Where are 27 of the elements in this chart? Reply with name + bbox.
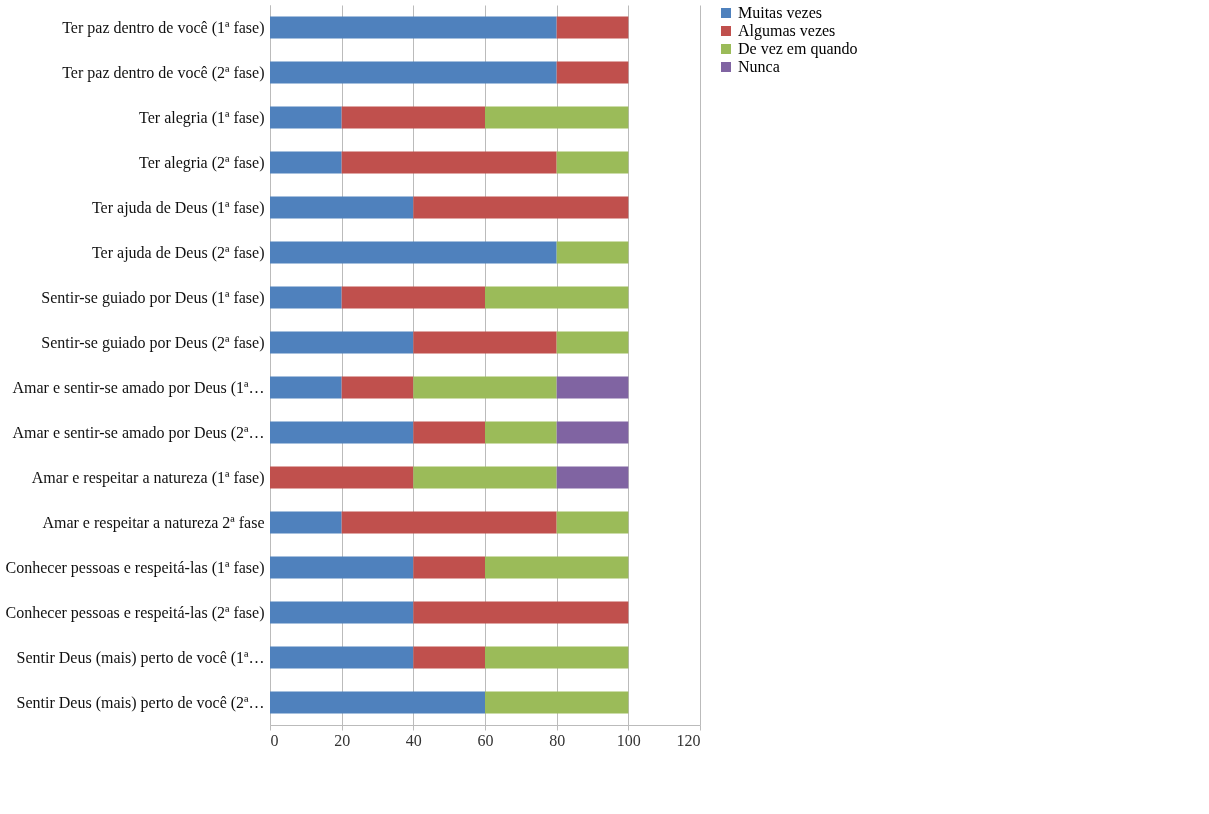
x-tick-label: 40 (405, 731, 422, 749)
y-tick-label: Ter paz dentro de você (2ª fase) (62, 63, 265, 82)
y-tick-label: Ter ajuda de Deus (1ª fase) (91, 198, 265, 217)
x-tick-label: 60 (477, 731, 494, 749)
y-tick-label: Sentir-se guiado por Deus (1ª fase) (41, 288, 265, 307)
y-tick-label: Sentir Deus (mais) perto de você (1ª… (16, 648, 265, 667)
y-tick-label: Amar e sentir-se amado por Deus (2ª… (12, 423, 265, 442)
y-tick-label: Conhecer pessoas e respeitá-las (1ª fase) (5, 558, 265, 577)
y-tick-label: Ter paz dentro de você (1ª fase) (62, 18, 265, 37)
legend-label: De vez em quando (738, 40, 858, 58)
y-tick-label: Ter ajuda de Deus (2ª fase) (91, 243, 265, 262)
y-tick-label: Sentir Deus (mais) perto de você (2ª… (16, 693, 265, 712)
y-tick-label: Sentir-se guiado por Deus (2ª fase) (41, 333, 265, 352)
y-tick-label: Ter alegria (2ª fase) (139, 153, 265, 172)
legend-label: Nunca (738, 58, 780, 75)
y-tick-label: Conhecer pessoas e respeitá-las (2ª fase) (5, 603, 265, 622)
y-tick-label: Amar e respeitar a natureza (1ª fase) (31, 468, 265, 487)
y-tick-label: Amar e respeitar a natureza 2ª fase (42, 513, 265, 532)
legend-label: Algumas vezes (738, 22, 836, 40)
x-tick-label: 100 (616, 731, 641, 749)
y-tick-label: Amar e sentir-se amado por Deus (1ª… (12, 378, 265, 397)
legend-label: Muitas vezes (738, 4, 822, 21)
x-tick-label: 80 (549, 731, 566, 749)
x-tick-label: 0 (270, 731, 279, 749)
x-tick-label: 120 (676, 731, 701, 749)
y-tick-label: Ter alegria (1ª fase) (139, 108, 265, 127)
x-tick-label: 20 (334, 731, 351, 749)
